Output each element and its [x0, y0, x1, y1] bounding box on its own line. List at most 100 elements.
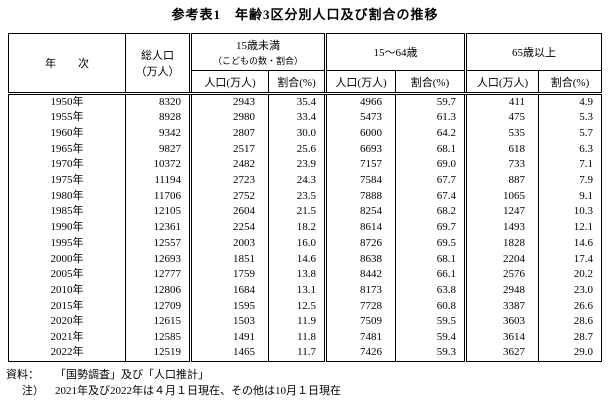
cell-year: 2005年	[8, 266, 126, 283]
note-label: 注）	[22, 385, 44, 397]
table-body: 1950年 8320 2943 35.4 4966 59.7 411 4.9 1…	[8, 93, 602, 361]
table-row: 2000年 12693 1851 14.6 8638 68.1 2204 17.…	[8, 251, 602, 267]
cell-15to64-population: 5473	[324, 110, 396, 126]
cell-total-population: 11194	[125, 172, 191, 189]
cell-15to64-ratio: 66.1	[395, 266, 466, 283]
cell-year: 1970年	[8, 157, 126, 173]
cell-65plus-population: 3627	[464, 345, 539, 361]
cell-15to64-ratio: 68.1	[395, 141, 466, 158]
table-row: 1990年 12361 2254 18.2 8614 69.7 1493 12.…	[8, 219, 602, 236]
cell-year: 1955年	[8, 110, 126, 126]
cell-total-population: 8320	[125, 93, 191, 110]
cell-year: 2021年	[8, 329, 126, 346]
cell-year: 1995年	[8, 235, 126, 252]
cell-under15-ratio: 16.0	[267, 235, 326, 252]
cell-under15-population: 1465	[189, 345, 269, 361]
cell-65plus-population: 887	[464, 172, 539, 189]
cell-65plus-ratio: 28.7	[538, 329, 602, 346]
source-label: 資料：	[6, 369, 39, 381]
source-text: 「国勢調査」及び「人口推計」	[55, 369, 209, 381]
cell-15to64-population: 7888	[324, 188, 396, 205]
header-under15-line2: （こどもの数・割合）	[213, 56, 304, 66]
table-row: 1950年 8320 2943 35.4 4966 59.7 411 4.9	[8, 93, 602, 110]
table-row: 1980年 11706 2752 23.5 7888 67.4 1065 9.1	[8, 188, 602, 205]
cell-15to64-population: 7426	[324, 345, 396, 361]
cell-65plus-population: 1828	[464, 235, 539, 252]
cell-65plus-population: 475	[464, 110, 539, 126]
cell-under15-population: 1595	[189, 298, 269, 314]
table-row: 2015年 12709 1595 12.5 7728 60.8 3387 26.…	[8, 298, 602, 314]
cell-15to64-ratio: 59.3	[395, 345, 466, 361]
table-row: 2010年 12806 1684 13.1 8173 63.8 2948 23.…	[8, 282, 602, 299]
cell-year: 2020年	[8, 313, 126, 330]
table-footnotes: 資料： 「国勢調査」及び「人口推計」 注） 2021年及び2022年は４月１日現…	[6, 367, 606, 399]
cell-15to64-ratio: 68.1	[395, 251, 466, 267]
cell-year: 1985年	[8, 204, 126, 220]
cell-15to64-ratio: 60.8	[395, 298, 466, 314]
cell-65plus-ratio: 17.4	[538, 251, 602, 267]
cell-15to64-ratio: 61.3	[395, 110, 466, 126]
cell-total-population: 12585	[125, 329, 191, 346]
table-row: 2005年 12777 1759 13.8 8442 66.1 2576 20.…	[8, 266, 602, 283]
cell-total-population: 12557	[125, 235, 191, 252]
table-header: 年 次 総人口 （万人） 15歳未満 （こどもの数・割合） 15～64歳 65歳…	[8, 33, 602, 95]
cell-65plus-ratio: 14.6	[538, 235, 602, 252]
header-group-row: 年 次 総人口 （万人） 15歳未満 （こどもの数・割合） 15～64歳 65歳…	[8, 33, 602, 95]
cell-65plus-population: 1065	[464, 188, 539, 205]
cell-65plus-population: 411	[464, 93, 539, 110]
table-row: 2020年 12615 1503 11.9 7509 59.5 3603 28.…	[8, 313, 602, 330]
cell-under15-ratio: 30.0	[267, 125, 326, 142]
header-65plus-population: 人口(万人)	[464, 70, 539, 95]
cell-total-population: 11706	[125, 188, 191, 205]
cell-15to64-ratio: 64.2	[395, 125, 466, 142]
cell-65plus-ratio: 5.3	[538, 110, 602, 126]
cell-15to64-ratio: 59.7	[395, 93, 466, 110]
cell-under15-ratio: 24.3	[267, 172, 326, 189]
cell-under15-population: 2723	[189, 172, 269, 189]
cell-under15-ratio: 21.5	[267, 204, 326, 220]
cell-under15-population: 1759	[189, 266, 269, 283]
cell-under15-population: 2254	[189, 219, 269, 236]
cell-under15-ratio: 13.8	[267, 266, 326, 283]
cell-15to64-population: 6693	[324, 141, 396, 158]
cell-total-population: 10372	[125, 157, 191, 173]
cell-15to64-population: 8614	[324, 219, 396, 236]
cell-15to64-population: 7584	[324, 172, 396, 189]
header-group-under15: 15歳未満 （こどもの数・割合）	[188, 33, 326, 71]
cell-under15-population: 1503	[189, 313, 269, 330]
header-under15-line1: 15歳未満	[236, 40, 280, 52]
cell-under15-population: 1851	[189, 251, 269, 267]
cell-under15-ratio: 11.9	[267, 313, 326, 330]
header-15to64-ratio: 割合(%)	[395, 70, 466, 95]
cell-15to64-population: 8173	[324, 282, 396, 299]
header-year-label: 年 次	[45, 58, 89, 70]
cell-total-population: 12615	[125, 313, 191, 330]
cell-15to64-ratio: 59.5	[395, 313, 466, 330]
cell-15to64-population: 8442	[324, 266, 396, 283]
cell-65plus-ratio: 4.9	[538, 93, 602, 110]
source-line: 資料： 「国勢調査」及び「人口推計」	[6, 367, 606, 383]
cell-under15-ratio: 12.5	[267, 298, 326, 314]
cell-under15-ratio: 18.2	[267, 219, 326, 236]
table-row: 1975年 11194 2723 24.3 7584 67.7 887 7.9	[8, 172, 602, 189]
cell-65plus-ratio: 23.0	[538, 282, 602, 299]
table-row: 1955年 8928 2980 33.4 5473 61.3 475 5.3	[8, 110, 602, 126]
cell-under15-ratio: 35.4	[267, 93, 326, 110]
cell-under15-ratio: 25.6	[267, 141, 326, 158]
cell-65plus-ratio: 26.6	[538, 298, 602, 314]
cell-under15-ratio: 14.6	[267, 251, 326, 267]
cell-65plus-population: 2948	[464, 282, 539, 299]
header-under15-ratio: 割合(%)	[267, 70, 326, 95]
cell-year: 2022年	[8, 345, 126, 361]
cell-total-population: 12777	[125, 266, 191, 283]
cell-under15-population: 2517	[189, 141, 269, 158]
cell-under15-ratio: 11.8	[267, 329, 326, 346]
cell-65plus-population: 2576	[464, 266, 539, 283]
cell-under15-population: 2482	[189, 157, 269, 173]
table-row: 2022年 12519 1465 11.7 7426 59.3 3627 29.…	[8, 345, 602, 361]
cell-15to64-population: 7481	[324, 329, 396, 346]
cell-under15-population: 2752	[189, 188, 269, 205]
header-total-population: 総人口 （万人）	[125, 33, 191, 95]
cell-under15-population: 2604	[189, 204, 269, 220]
